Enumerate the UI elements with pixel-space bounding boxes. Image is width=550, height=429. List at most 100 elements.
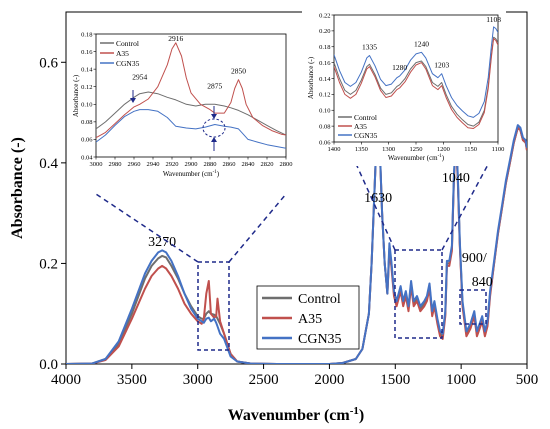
inset-ch-y-label: Absorbance (-)	[72, 74, 80, 117]
inset1-y-tick-label-0: 0.06	[319, 139, 331, 146]
inset1-annotation-1203: 1203	[434, 61, 449, 70]
annotation-1040: 1040	[442, 171, 470, 186]
inset1-x-tick-label-1250: 1250	[410, 146, 423, 153]
inset-ch-x-label-sup: -1	[213, 170, 218, 175]
x-tick-label-3500: 3500	[117, 372, 147, 388]
inset1-y-tick-label-5: 0.16	[319, 60, 331, 67]
inset1-y-tick-label-1: 0.08	[319, 123, 330, 130]
inset1-x-tick-label-1400: 1400	[328, 146, 341, 153]
x-tick-label-1000: 1000	[446, 372, 476, 388]
inset0-x-tick-label-2840: 2840	[242, 161, 255, 168]
inset-fp-annotations: 1335 1280 1240 1203 1108	[362, 15, 501, 72]
legend-label-cgn35: CGN35	[298, 332, 342, 347]
inset1-x-tick-label-1100: 1100	[492, 146, 505, 153]
inset-ch-x-label-text: Wavenumber (cm	[163, 170, 213, 178]
legend-label-control: Control	[298, 292, 341, 307]
inset1-y-tick-label-3: 0.12	[319, 92, 330, 99]
inset1-y-tick-label-8: 0.22	[319, 12, 330, 19]
inset-fp-legend-label-control: Control	[354, 113, 377, 122]
inset0-x-tick-label-3000: 3000	[90, 161, 103, 168]
inset-ch-series-group	[96, 42, 286, 149]
main-annotations: 3270 1630 1040 900/840	[148, 171, 493, 290]
inset-ch-x-label: Wavenumber (cm-1)	[163, 170, 220, 178]
inset0-y-tick-label-7: 0.18	[81, 31, 92, 38]
inset-fp-legend-label-a35: A35	[354, 122, 367, 131]
annotation-840: 840	[472, 275, 493, 290]
inset1-x-tick-label-1300: 1300	[382, 146, 395, 153]
inset-ch-ticks: 3000 2980 2960 2940 2920 2900 2880 2860 2840 2820…	[81, 31, 292, 168]
inset-ch-arrow-up-head	[211, 137, 217, 142]
y-tick-label-3: 0.6	[39, 55, 58, 71]
inset-fp-legend-label-cgn35: CGN35	[354, 131, 378, 140]
inset0-x-tick-label-2940: 2940	[147, 161, 160, 168]
x-tick-label-2500: 2500	[249, 372, 279, 388]
inset1-annotation-1280: 1280	[392, 63, 407, 72]
zoom-box-ch-stretch	[197, 261, 230, 351]
zoom-box-fingerprint	[394, 249, 443, 339]
inset-fp-series-group	[334, 26, 498, 129]
leader-line-left-2	[228, 193, 287, 263]
x-axis-label-sup: -1	[350, 405, 359, 417]
annotation-3270: 3270	[148, 235, 176, 250]
inset1-series-line-a35	[334, 38, 498, 129]
inset0-x-tick-label-2960: 2960	[128, 161, 141, 168]
x-tick-label-4000: 4000	[51, 372, 81, 388]
inset-ch-arrow-2954-head	[130, 98, 136, 103]
y-tick-label-2: 0.4	[39, 156, 58, 172]
inset1-y-tick-label-2: 0.10	[319, 108, 330, 115]
inset-fingerprint: 1400 1350 1300 1250 1200 1150 1100 0.06 0.08 0.10…	[302, 4, 506, 166]
inset0-y-tick-label-2: 0.08	[81, 119, 92, 126]
inset-ch-legend-label-control: Control	[116, 39, 139, 48]
inset0-x-tick-label-2900: 2900	[185, 161, 198, 168]
inset0-annotation-2875: 2875	[207, 81, 222, 90]
leader-line-left-1	[95, 193, 199, 263]
inset-ch-stretch: 3000 2980 2960 2940 2920 2900 2880 2860 2840 2820…	[72, 28, 293, 188]
inset0-x-tick-label-2880: 2880	[204, 161, 217, 168]
legend-label-a35: A35	[298, 312, 322, 327]
inset-ch-legend-label-cgn35: CGN35	[116, 59, 140, 68]
inset-ch-annotations: 2916 2954 2875 2850	[132, 34, 246, 90]
inset0-annotation-2954: 2954	[132, 73, 147, 82]
series-line-cgn35	[66, 124, 527, 364]
inset1-annotation-1335: 1335	[362, 42, 377, 51]
x-axis-label-text: Wavenumber (cm	[228, 407, 351, 424]
inset0-y-tick-label-0: 0.04	[81, 154, 93, 161]
inset1-annotation-1108: 1108	[486, 15, 501, 24]
inset0-annotation-2916: 2916	[168, 34, 183, 43]
x-axis-label: Wavenumber (cm-1)	[228, 405, 364, 424]
inset1-x-tick-label-1200: 1200	[437, 146, 450, 153]
main-axis-ticks: 4000 3500 3000 2500 2000 1500 1000 500 0.0 0.2 0.4…	[39, 55, 538, 388]
inset1-y-tick-label-4: 0.14	[319, 76, 331, 83]
y-tick-label-0: 0.0	[39, 357, 58, 373]
x-tick-label-2000: 2000	[314, 372, 344, 388]
leader-line-right-2	[441, 145, 499, 251]
inset1-series-line-control	[334, 36, 498, 127]
inset1-y-tick-label-6: 0.18	[319, 44, 330, 51]
y-tick-label-1: 0.2	[39, 256, 58, 272]
leader-line-right-1	[347, 145, 396, 251]
inset-fingerprint-bg	[302, 4, 506, 166]
x-tick-label-500: 500	[516, 372, 539, 388]
inset0-y-tick-label-1: 0.06	[81, 137, 93, 144]
inset-ch-legend-label-a35: A35	[116, 49, 129, 58]
inset1-y-tick-label-7: 0.20	[319, 28, 330, 35]
inset1-annotation-1240: 1240	[414, 39, 429, 48]
inset0-series-line-cgn35	[96, 109, 286, 149]
inset-fp-ticks: 1400 1350 1300 1250 1200 1150 1100 0.06 0.08 0.10…	[319, 12, 504, 153]
inset-ch-legend: Control A35 CGN35	[100, 39, 140, 68]
inset0-annotation-2850: 2850	[231, 67, 246, 76]
inset-ch-x-label-close: )	[217, 170, 220, 178]
inset0-y-tick-label-5: 0.14	[81, 66, 93, 73]
inset0-x-tick-label-2980: 2980	[109, 161, 122, 168]
inset-fp-x-label-text: Wavenumber (cm	[388, 154, 438, 162]
annotation-1630: 1630	[364, 191, 392, 206]
x-axis-label-close: )	[359, 407, 364, 424]
inset-fp-legend: Control A35 CGN35	[338, 113, 378, 140]
annotation-900-: 900/	[462, 251, 487, 266]
inset-fp-x-label-close: )	[442, 154, 445, 162]
inset1-series-line-cgn35	[334, 26, 498, 118]
inset0-x-tick-label-2920: 2920	[166, 161, 179, 168]
inset-ch-stretch-bg	[72, 28, 290, 188]
inset1-x-tick-label-1350: 1350	[355, 146, 368, 153]
